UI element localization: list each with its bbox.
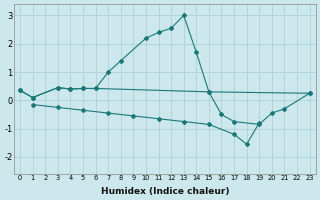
X-axis label: Humidex (Indice chaleur): Humidex (Indice chaleur) [100,187,229,196]
